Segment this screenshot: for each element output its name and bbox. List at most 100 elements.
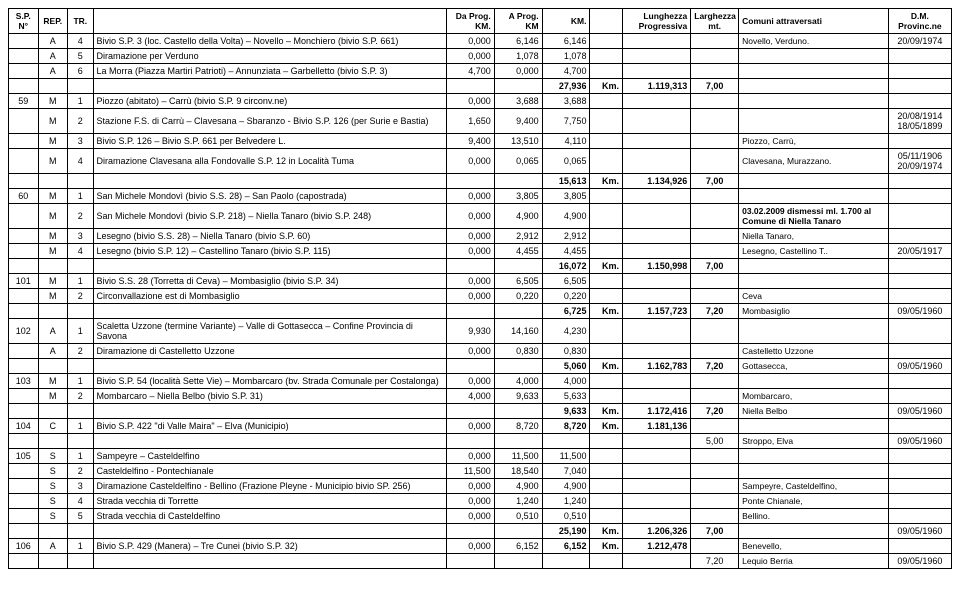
cell-tr: 1 bbox=[68, 274, 93, 289]
cell-dm: 09/05/1960 bbox=[888, 304, 951, 319]
cell-dm bbox=[888, 449, 951, 464]
cell-dm bbox=[888, 134, 951, 149]
cell-desc: Strada vecchia di Torrette bbox=[93, 494, 446, 509]
table-row: 102A1Scaletta Uzzone (termine Variante) … bbox=[9, 319, 952, 344]
cell-desc bbox=[93, 524, 446, 539]
cell-tr: 2 bbox=[68, 344, 93, 359]
cell-desc: Bivio S.P. 429 (Manera) – Tre Cunei (biv… bbox=[93, 539, 446, 554]
cell-sp: 59 bbox=[9, 94, 39, 109]
cell-sp bbox=[9, 404, 39, 419]
cell-tr bbox=[68, 304, 93, 319]
cell-km2 bbox=[590, 554, 623, 569]
cell-lp bbox=[623, 319, 691, 344]
cell-dm bbox=[888, 419, 951, 434]
table-row: S5Strada vecchia di Casteldelfino0,0000,… bbox=[9, 509, 952, 524]
cell-dm bbox=[888, 94, 951, 109]
cell-desc: Mombarcaro – Niella Belbo (bivio S.P. 31… bbox=[93, 389, 446, 404]
cell-sp bbox=[9, 289, 39, 304]
cell-rep: A bbox=[38, 64, 68, 79]
cell-tr: 5 bbox=[68, 49, 93, 64]
cell-tr: 4 bbox=[68, 494, 93, 509]
cell-com: 03.02.2009 dismessi ml. 1.700 al Comune … bbox=[739, 204, 889, 229]
cell-lp: 1.206,326 bbox=[623, 524, 691, 539]
cell-km2 bbox=[590, 64, 623, 79]
cell-com bbox=[739, 189, 889, 204]
cell-desc: Casteldelfino - Pontechianale bbox=[93, 464, 446, 479]
cell-dm: 09/05/1960 bbox=[888, 524, 951, 539]
cell-sp: 104 bbox=[9, 419, 39, 434]
col-lungh: Lunghezza Progressiva bbox=[623, 9, 691, 34]
cell-km: 0,065 bbox=[542, 149, 590, 174]
cell-km: 1,078 bbox=[542, 49, 590, 64]
cell-dp bbox=[446, 79, 494, 94]
cell-km2 bbox=[590, 434, 623, 449]
cell-km: 6,146 bbox=[542, 34, 590, 49]
cell-km2 bbox=[590, 374, 623, 389]
cell-km: 9,633 bbox=[542, 404, 590, 419]
cell-km2 bbox=[590, 274, 623, 289]
cell-dm bbox=[888, 49, 951, 64]
cell-km2: Km. bbox=[590, 304, 623, 319]
col-tr: TR. bbox=[68, 9, 93, 34]
cell-lm bbox=[691, 149, 739, 174]
cell-desc: Bivio S.S. 28 (Torretta di Ceva) – Momba… bbox=[93, 274, 446, 289]
cell-km2: Km. bbox=[590, 524, 623, 539]
cell-dp: 0,000 bbox=[446, 289, 494, 304]
cell-dp bbox=[446, 174, 494, 189]
cell-desc: Scaletta Uzzone (termine Variante) – Val… bbox=[93, 319, 446, 344]
cell-dp: 0,000 bbox=[446, 509, 494, 524]
cell-lp bbox=[623, 479, 691, 494]
cell-km: 4,000 bbox=[542, 374, 590, 389]
cell-lm: 7,20 bbox=[691, 554, 739, 569]
cell-sp bbox=[9, 64, 39, 79]
cell-rep: S bbox=[38, 449, 68, 464]
table-row: A2Diramazione di Castelletto Uzzone0,000… bbox=[9, 344, 952, 359]
cell-km: 0,510 bbox=[542, 509, 590, 524]
cell-lm bbox=[691, 464, 739, 479]
cell-dm bbox=[888, 259, 951, 274]
header-row: S.P. N° REP. TR. Da Prog. KM. A Prog. KM… bbox=[9, 9, 952, 34]
cell-km: 4,900 bbox=[542, 204, 590, 229]
cell-tr bbox=[68, 404, 93, 419]
cell-km: 0,220 bbox=[542, 289, 590, 304]
cell-lp bbox=[623, 109, 691, 134]
cell-sp bbox=[9, 479, 39, 494]
cell-dm bbox=[888, 494, 951, 509]
cell-km2 bbox=[590, 229, 623, 244]
cell-lp bbox=[623, 464, 691, 479]
cell-dp bbox=[446, 404, 494, 419]
cell-ap: 0,220 bbox=[494, 289, 542, 304]
cell-dp: 11,500 bbox=[446, 464, 494, 479]
cell-km2: Km. bbox=[590, 79, 623, 94]
cell-rep: S bbox=[38, 464, 68, 479]
cell-sp bbox=[9, 149, 39, 174]
cell-ap bbox=[494, 434, 542, 449]
cell-com: Sampeyre, Casteldelfino, bbox=[739, 479, 889, 494]
col-km: KM. bbox=[542, 9, 590, 34]
cell-lp: 1.162,783 bbox=[623, 359, 691, 374]
cell-dp: 0,000 bbox=[446, 229, 494, 244]
cell-dm bbox=[888, 374, 951, 389]
cell-dp bbox=[446, 554, 494, 569]
cell-dm bbox=[888, 479, 951, 494]
cell-km: 5,060 bbox=[542, 359, 590, 374]
cell-tr: 2 bbox=[68, 109, 93, 134]
cell-com: Ponte Chianale, bbox=[739, 494, 889, 509]
cell-km bbox=[542, 434, 590, 449]
table-row: S3Diramazione Casteldelfino - Bellino (F… bbox=[9, 479, 952, 494]
cell-com: Mombarcaro, bbox=[739, 389, 889, 404]
cell-sp bbox=[9, 494, 39, 509]
cell-lm bbox=[691, 539, 739, 554]
cell-lm bbox=[691, 374, 739, 389]
cell-com bbox=[739, 109, 889, 134]
table-row: S2Casteldelfino - Pontechianale11,50018,… bbox=[9, 464, 952, 479]
cell-km2: Km. bbox=[590, 419, 623, 434]
cell-com: Gottasecca, bbox=[739, 359, 889, 374]
cell-rep: S bbox=[38, 494, 68, 509]
cell-lp bbox=[623, 134, 691, 149]
cell-ap: 11,500 bbox=[494, 449, 542, 464]
cell-lp bbox=[623, 449, 691, 464]
cell-ap: 9,400 bbox=[494, 109, 542, 134]
table-row: 5,00Stroppo, Elva09/05/1960 bbox=[9, 434, 952, 449]
cell-lm: 7,20 bbox=[691, 404, 739, 419]
